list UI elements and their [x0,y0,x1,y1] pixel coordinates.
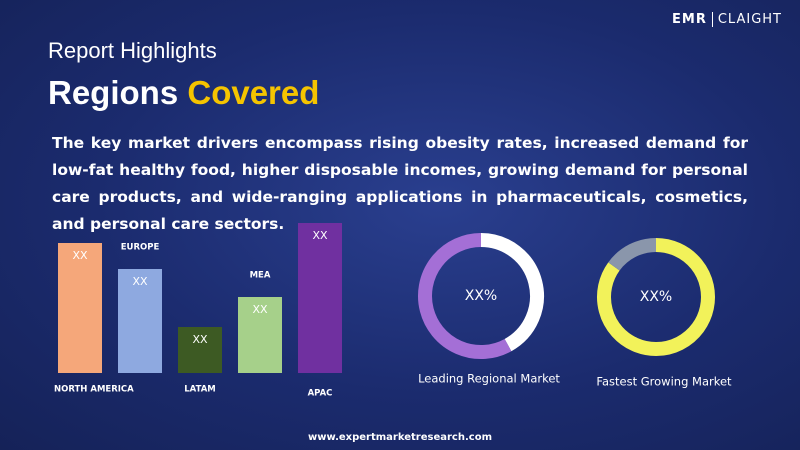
title-end: Covered [187,74,320,111]
description: The key market drivers encompass rising … [52,134,748,233]
kicker: Report Highlights [48,38,217,63]
donut-segment [597,238,715,356]
donut-title: Leading Regional Market [418,372,560,386]
donut-segment [608,238,657,271]
category-label: NORTH AMERICA [54,385,134,395]
donut-title: Fastest Growing Market [596,375,732,389]
value-label: XX [312,229,328,242]
value-label: XX [252,303,268,316]
category-label: EUROPE [121,243,160,253]
bar [238,297,282,373]
footer: www.expertmarketresearch.com [308,432,492,443]
value-label: XX [192,333,208,346]
bar [298,223,342,373]
value-label: XX [72,249,88,262]
bar [58,243,102,373]
donut-segment [480,233,544,352]
logo-left: EMR [672,12,707,27]
value-label: XX [132,275,148,288]
center-label: XX% [465,288,497,304]
bar [178,327,222,373]
category-label: MEA [250,271,271,281]
category-label: LATAM [184,385,216,395]
bar [118,269,162,373]
donut-segment [418,233,512,359]
category-label: APAC [308,389,333,399]
logo: EMR CLAIGHT [672,12,782,27]
logo-right: CLAIGHT [711,12,782,27]
center-label: XX% [640,289,672,305]
title-start: Regions [48,74,179,111]
title: Regions Covered [48,74,319,112]
